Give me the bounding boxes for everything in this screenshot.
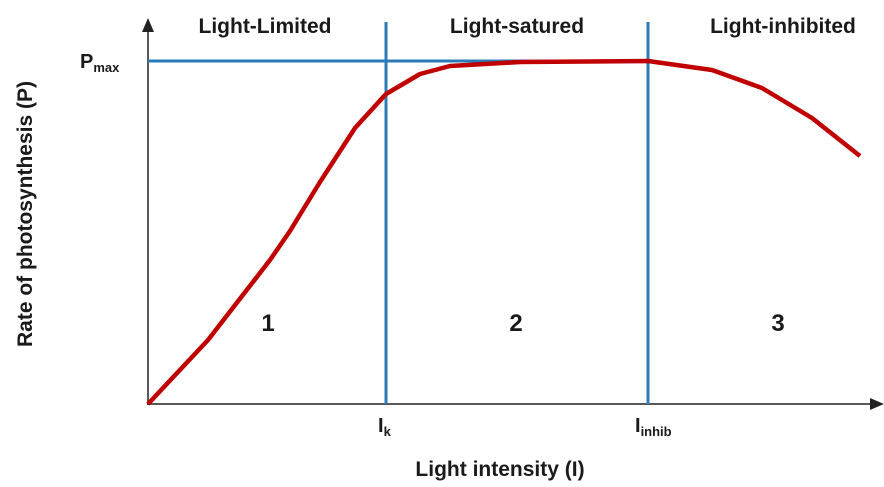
pmax-sub: max (93, 60, 120, 75)
ik-label: Ik (378, 415, 392, 439)
iinhib-main: I (635, 415, 641, 437)
region-title: Light-satured (450, 15, 584, 38)
y-axis-arrow (142, 18, 154, 32)
ik-main: I (378, 415, 384, 437)
region-title: Light-inhibited (710, 15, 856, 38)
x-axis-arrow (870, 398, 884, 410)
pi-curve (146, 58, 862, 406)
iinhib-sub: inhib (641, 424, 672, 439)
pmax-main: P (80, 51, 93, 73)
region-number: 1 (261, 310, 274, 337)
ik-sub: k (384, 424, 392, 439)
y-axis-label: Rate of photosynthesis (P) (14, 81, 37, 347)
pmax-label: Pmax (80, 51, 120, 75)
x-axis-label: Light intensity (I) (415, 458, 584, 481)
region-number: 3 (771, 310, 784, 337)
region-number: 2 (509, 310, 522, 337)
iinhib-label: Iinhib (635, 415, 672, 439)
region-title: Light-Limited (199, 15, 332, 38)
